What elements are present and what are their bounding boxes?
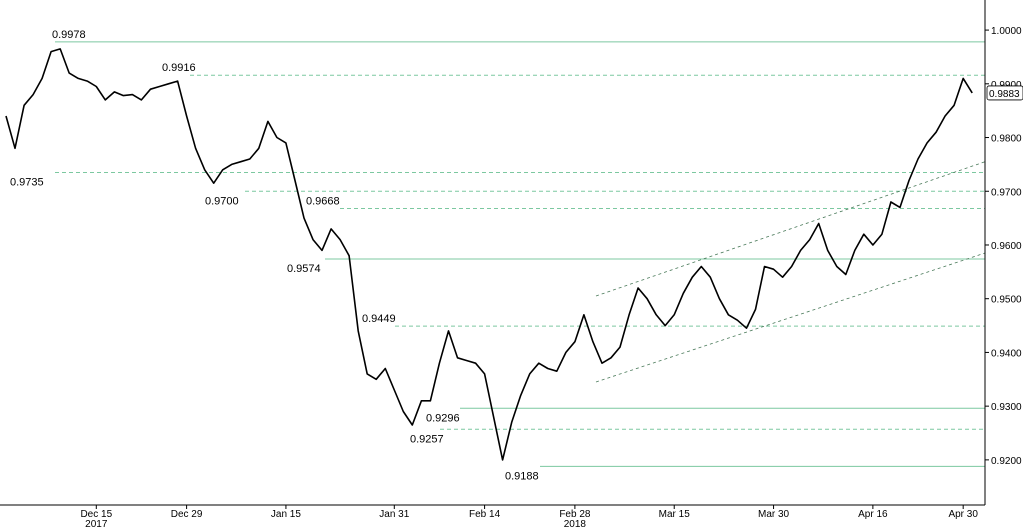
y-tick-label: 0.9700 — [991, 187, 1022, 198]
level-label: 0.9257 — [410, 433, 444, 445]
x-tick-label: Jan 15 — [271, 509, 301, 520]
price-line — [5, 48, 973, 461]
level-label: 0.9916 — [162, 62, 196, 74]
y-tick-label: 0.9300 — [991, 402, 1022, 413]
x-tick-label: Apr 30 — [948, 509, 978, 520]
y-tick-label: 0.9800 — [991, 134, 1022, 145]
x-tick-label: Mar 15 — [659, 509, 691, 520]
x-tick-label: Feb 14 — [469, 509, 501, 520]
channel-line — [595, 252, 986, 383]
level-label: 0.9188 — [505, 470, 539, 482]
last-price-label: 0.9883 — [989, 89, 1020, 100]
year-label: 2017 — [85, 519, 108, 529]
y-tick-label: 0.9400 — [991, 348, 1022, 359]
level-label: 0.9735 — [10, 176, 44, 188]
y-tick-label: 0.9500 — [991, 295, 1022, 306]
x-tick-label: Jan 31 — [379, 509, 409, 520]
x-tick-label: Dec 15 — [80, 509, 112, 520]
year-label: 2018 — [564, 519, 587, 529]
y-tick-label: 0.9900 — [991, 80, 1022, 91]
x-tick-label: Dec 29 — [171, 509, 203, 520]
level-label: 0.9978 — [52, 29, 86, 41]
level-label: 0.9449 — [362, 313, 396, 325]
x-tick-label: Mar 30 — [758, 509, 790, 520]
x-tick-label: Feb 28 — [559, 509, 591, 520]
y-tick-label: 0.9200 — [991, 456, 1022, 467]
x-tick-label: Apr 16 — [858, 509, 888, 520]
level-label: 0.9668 — [306, 195, 340, 207]
channel-line — [595, 161, 986, 297]
level-label: 0.9296 — [426, 412, 460, 424]
level-label: 0.9574 — [287, 263, 321, 275]
last-price-box — [986, 85, 1023, 101]
y-tick-label: 0.9600 — [991, 241, 1022, 252]
level-label: 0.9700 — [205, 195, 239, 207]
y-tick-label: 1.0000 — [991, 26, 1022, 37]
